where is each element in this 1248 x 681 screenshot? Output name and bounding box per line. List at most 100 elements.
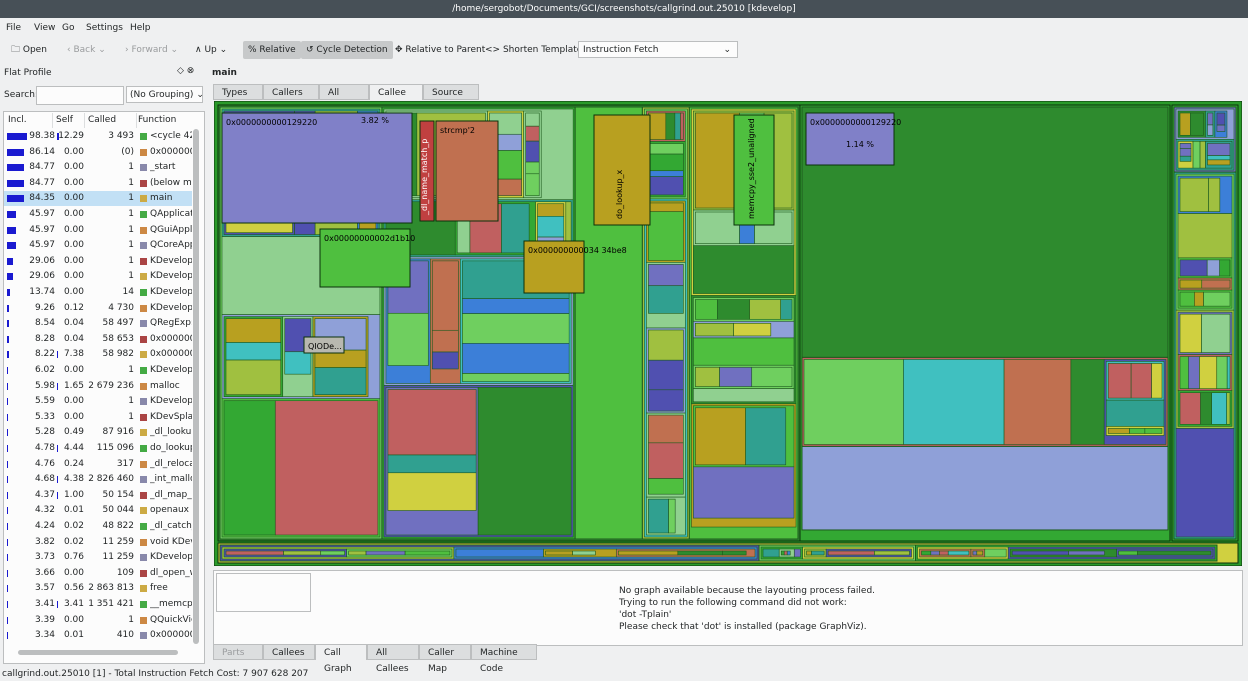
- table-row[interactable]: 84.77 0.00 1 (below mai: [4, 176, 192, 191]
- shorten-toggle[interactable]: <> Shorten Templates: [485, 45, 587, 55]
- tab[interactable]: Callee Map: [369, 84, 423, 114]
- tab[interactable]: Call Graph: [315, 644, 367, 674]
- message-line: Trying to run the following command did …: [619, 598, 847, 608]
- h-scrollbar[interactable]: [18, 650, 178, 655]
- tab[interactable]: Parts: [213, 644, 263, 660]
- map-label: strcmp'2: [440, 126, 475, 135]
- self-cell: 0.00: [63, 567, 84, 578]
- column-header[interactable]: Called: [88, 113, 137, 128]
- menu-item[interactable]: Help: [130, 23, 151, 33]
- table-row[interactable]: 8.28 0.04 58 653 0x0000000: [4, 332, 192, 347]
- table-row[interactable]: 3.73 0.76 11 259 KDevelop::: [4, 550, 192, 565]
- tab[interactable]: All Callers: [319, 84, 369, 114]
- called-cell: 1: [128, 162, 134, 173]
- map-block: [1199, 140, 1206, 169]
- tab[interactable]: Machine Code: [471, 644, 537, 674]
- menu-item[interactable]: View: [34, 23, 56, 33]
- tab[interactable]: Caller Map: [419, 644, 471, 674]
- table-row[interactable]: 84.35 0.00 1 main: [4, 191, 192, 207]
- table-row[interactable]: 45.97 0.00 1 QGuiApplic: [4, 223, 192, 238]
- tab[interactable]: Callers: [263, 84, 319, 100]
- tab[interactable]: Types: [213, 84, 263, 100]
- map-block: [745, 407, 787, 466]
- map-block: [648, 478, 684, 495]
- table-row[interactable]: 4.78 4.44 115 096 do_lookup: [4, 441, 192, 456]
- v-scrollbar[interactable]: [193, 129, 199, 644]
- cycle-toggle[interactable]: ↺ Cycle Detection: [301, 41, 393, 59]
- function-cell: malloc: [150, 380, 180, 391]
- called-cell: 4 730: [108, 302, 134, 313]
- open-button[interactable]: 🗀 Open: [11, 45, 47, 55]
- table-row[interactable]: 4.32 0.01 50 044 openaux: [4, 503, 192, 518]
- table-row[interactable]: 5.98 1.65 2 679 236 malloc: [4, 379, 192, 394]
- menu-item[interactable]: Go: [62, 23, 75, 33]
- event-combo[interactable]: Instruction Fetch ⌄: [578, 41, 738, 58]
- table-row[interactable]: 3.66 0.00 109 dl_open_w: [4, 566, 192, 581]
- incl-bar: [7, 367, 9, 374]
- map-block: [1179, 291, 1195, 307]
- table-row[interactable]: 5.28 0.49 87 916 _dl_lookup: [4, 425, 192, 440]
- map-block: [1207, 124, 1214, 136]
- function-cell: KDevelop::: [150, 287, 192, 297]
- incl-bar: [7, 164, 24, 172]
- back-button[interactable]: ‹ Back ⌄: [67, 45, 106, 55]
- table-row[interactable]: 3.57 0.56 2 863 813 free: [4, 581, 192, 596]
- tab[interactable]: Callees: [263, 644, 315, 660]
- table-row[interactable]: 5.59 0.00 1 KDevelop::: [4, 394, 192, 409]
- self-cell: 0.76: [63, 552, 84, 563]
- map-block: [930, 550, 940, 556]
- map-block: [648, 389, 684, 412]
- table-row[interactable]: 86.14 0.00 (0) 0x0000000: [4, 145, 192, 160]
- incl-cell: 5.98: [34, 380, 55, 391]
- column-header[interactable]: Incl.: [8, 113, 53, 128]
- map-block: [695, 407, 746, 466]
- table-row[interactable]: 8.54 0.04 58 497 QRegExp::: [4, 316, 192, 331]
- incl-cell: 3.82: [34, 536, 55, 547]
- up-button[interactable]: ∧ Up ⌄: [195, 45, 228, 55]
- function-icon: [140, 211, 147, 218]
- table-row[interactable]: 3.82 0.02 11 259 void KDeve: [4, 535, 192, 550]
- table-row[interactable]: 45.97 0.00 1 QCoreAppl: [4, 238, 192, 253]
- table-row[interactable]: 4.37 1.00 50 154 _dl_map_o: [4, 488, 192, 503]
- function-icon: [140, 273, 147, 281]
- table-row[interactable]: 29.06 0.00 1 KDevelop::: [4, 254, 192, 269]
- table-row[interactable]: 3.41 3.41 1 351 421 __memcpy: [4, 597, 192, 612]
- table-row[interactable]: 4.68 4.38 2 826 460 _int_malloc: [4, 472, 192, 487]
- table-row[interactable]: 8.22 7.38 58 982 0x0000000: [4, 347, 192, 362]
- function-cell: dl_open_w: [150, 567, 192, 578]
- function-cell: (below mai: [150, 177, 192, 188]
- search-box[interactable]: [36, 86, 124, 105]
- table-row[interactable]: 4.76 0.24 317 _dl_relocat: [4, 457, 192, 472]
- table-row[interactable]: 6.02 0.00 1 KDevelop::: [4, 363, 192, 378]
- column-header[interactable]: Function: [138, 113, 204, 128]
- forward-button[interactable]: › Forward ⌄: [125, 45, 179, 55]
- function-cell: 0x0000000: [150, 349, 192, 360]
- table-row[interactable]: 5.33 0.00 1 KDevSplas: [4, 410, 192, 425]
- table-row[interactable]: 9.26 0.12 4 730 KDevelop::: [4, 301, 192, 316]
- menu-item[interactable]: File: [6, 23, 22, 33]
- relative-toggle[interactable]: % Relative: [243, 41, 301, 59]
- table-row[interactable]: 13.74 0.00 14 KDevelop::: [4, 285, 192, 300]
- column-header[interactable]: Self: [56, 113, 85, 128]
- table-row[interactable]: 45.97 0.00 1 QApplicati: [4, 207, 192, 222]
- table-row[interactable]: 3.34 0.01 410 0x0000000: [4, 628, 192, 643]
- tab[interactable]: All Callees: [367, 644, 419, 674]
- called-cell: 115 096: [96, 443, 134, 453]
- function-icon: [140, 398, 147, 406]
- map-block: [972, 550, 978, 556]
- menu-item[interactable]: Settings: [86, 23, 123, 33]
- table-row[interactable]: 84.77 0.00 1 _start: [4, 160, 192, 175]
- map-block: [674, 112, 681, 140]
- panel-buttons[interactable]: ◇ ⊗: [177, 66, 195, 76]
- grouping-combo[interactable]: (No Grouping) ⌄: [126, 86, 204, 103]
- tab[interactable]: Source Code: [423, 84, 479, 114]
- called-cell: 1: [128, 193, 134, 204]
- called-cell: 1: [128, 177, 134, 188]
- map-block: [1179, 279, 1203, 289]
- table-row[interactable]: 4.24 0.02 48 822 _dl_catch_: [4, 519, 192, 534]
- relparent-toggle[interactable]: ✥ Relative to Parent: [395, 45, 486, 55]
- map-block: [1206, 259, 1220, 277]
- table-row[interactable]: 3.39 0.00 1 QQuickView: [4, 613, 192, 628]
- table-row[interactable]: 29.06 0.00 1 KDevelop::: [4, 269, 192, 284]
